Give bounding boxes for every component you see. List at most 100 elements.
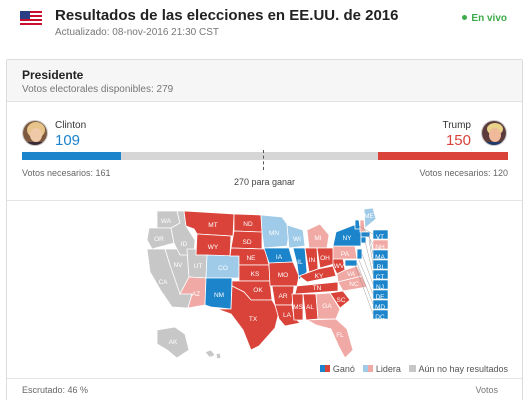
state-MS (291, 293, 304, 321)
state-label-pa: PA (341, 251, 350, 258)
state-label-wv: WV (334, 263, 345, 270)
state-label-ut: UT (194, 263, 203, 270)
state-label-tn: TN (313, 285, 322, 292)
state-AK (156, 326, 190, 359)
threshold-marker (263, 150, 264, 170)
state-label-vt: VT (376, 234, 384, 241)
state-label-ms: MS (293, 304, 303, 311)
state-HI-2 (215, 352, 222, 360)
callout-DE (372, 289, 389, 300)
divider (7, 200, 522, 201)
votes-column-label: Votos (475, 385, 498, 395)
page-title: Resultados de las elecciones en EE.UU. d… (55, 7, 399, 24)
state-label-wi: WI (293, 236, 301, 243)
legend-won-dem-swatch (320, 365, 326, 373)
state-FL (305, 318, 354, 359)
state-label-nv: NV (173, 262, 183, 269)
state-label-nh: NH (375, 244, 385, 251)
state-label-ia: IA (276, 254, 283, 261)
state-label-nm: NM (214, 292, 224, 299)
small-state-callouts (372, 229, 389, 320)
state-NJ (356, 248, 363, 260)
state-label-id: ID (181, 241, 188, 248)
state-label-ks: KS (251, 271, 260, 278)
state-VA (336, 265, 363, 283)
state-label-in: IN (309, 257, 316, 264)
us-flag-icon (20, 11, 42, 27)
state-label-ok: OK (253, 287, 263, 294)
legend-no-results-swatch (409, 365, 417, 373)
map-legend: Ganó Lidera Aún no hay resultados (314, 364, 508, 374)
state-ME (363, 207, 377, 229)
state-label-il: IL (297, 259, 303, 266)
trump-votes: 150 (445, 132, 471, 149)
state-label-nd: ND (243, 221, 253, 228)
legend-won-label: Ganó (332, 364, 355, 374)
legend-no-results-label: Aún no hay resultados (418, 364, 508, 374)
state-NM (204, 277, 233, 310)
bar-trump-fill (377, 152, 508, 160)
state-NH (359, 219, 366, 233)
race-title: Presidente (22, 68, 84, 82)
state-KY (298, 265, 337, 283)
legend-no-results: Aún no hay resultados (409, 364, 508, 374)
state-LA (274, 304, 301, 327)
live-indicator: En vivo (462, 13, 507, 24)
callout-MD (372, 299, 389, 310)
state-label-va: VA (347, 271, 356, 278)
state-VT (354, 219, 361, 230)
state-OR (146, 227, 175, 250)
state-MN (260, 214, 291, 249)
state-label-az: AZ (192, 291, 200, 298)
state-NC (337, 275, 368, 292)
callout-NH (372, 239, 389, 250)
state-MA (360, 231, 371, 238)
results-panel: Presidente Votos electorales disponibles… (6, 59, 523, 400)
state-TN (294, 281, 339, 295)
state-CT (360, 236, 367, 244)
to-win-label: 270 para ganar (234, 177, 296, 187)
race-header: Presidente Votos electorales disponibles… (7, 60, 522, 102)
updated-timestamp: Actualizado: 08-nov-2016 21:30 CST (55, 27, 219, 38)
state-label-nj: NJ (376, 284, 384, 291)
bar-clinton-fill (22, 152, 121, 160)
state-TX (216, 285, 280, 351)
clinton-votes-needed: Votos necesarios: 161 (22, 168, 111, 178)
callout-DC (372, 309, 389, 320)
state-label-mi: MI (314, 235, 321, 242)
legend-leads-label: Lidera (375, 364, 401, 374)
state-label-wy: WY (208, 244, 219, 251)
state-label-sd: SD (242, 239, 251, 246)
state-label-ma: MA (375, 254, 385, 261)
scrutiny-percentage: Escrutado: 46 % (22, 385, 89, 395)
legend-lead-rep-swatch (368, 365, 374, 373)
state-label-al: AL (306, 304, 314, 311)
state-WI (286, 224, 306, 249)
state-SC (329, 290, 351, 309)
state-label-ri: RI (377, 264, 384, 271)
state-label-sc: SC (336, 297, 345, 304)
state-label-ga: GA (322, 303, 332, 310)
state-label-mt: MT (208, 222, 217, 229)
state-label-ak: AK (169, 339, 178, 346)
state-label-co: CO (218, 265, 228, 272)
state-label-hi: HI (210, 355, 217, 362)
state-MI (306, 223, 330, 249)
live-dot-icon (462, 14, 468, 20)
legend-leads: Lidera (363, 364, 401, 374)
callout-CT (372, 269, 389, 280)
page-header: Resultados de las elecciones en EE.UU. d… (0, 0, 529, 60)
footer-divider (7, 378, 522, 379)
callout-VT (372, 229, 389, 240)
state-label-dc: DC (375, 314, 385, 321)
trump-votes-needed: Votos necesarios: 120 (419, 168, 508, 178)
state-MD (344, 259, 358, 267)
live-label: En vivo (471, 13, 507, 24)
legend-won: Ganó (320, 364, 355, 374)
state-label-nc: NC (349, 281, 359, 288)
clinton-avatar (22, 120, 48, 146)
us-electoral-map[interactable]: WA MT ND MN WI MI NY VT NH ME OR ID SD WY IA IL IN OH PA NJ… (7, 202, 522, 370)
state-label-ny: NY (342, 235, 352, 242)
callout-NJ (372, 279, 389, 290)
state-label-tx: TX (249, 316, 258, 323)
